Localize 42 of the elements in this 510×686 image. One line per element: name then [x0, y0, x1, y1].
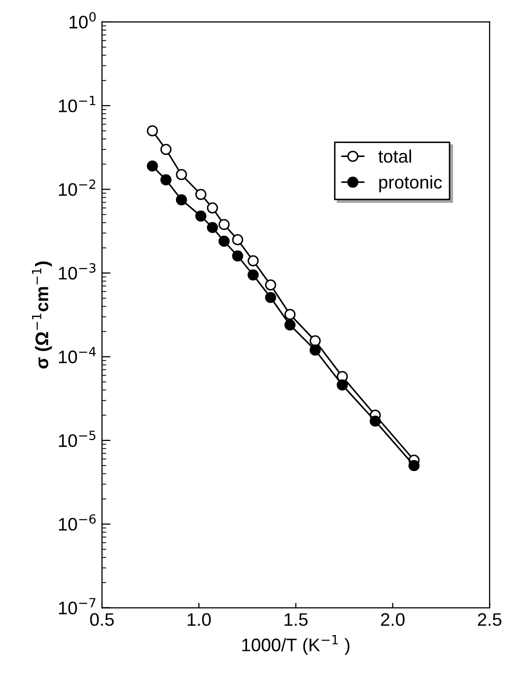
y-axis-title: σ (Ω$^{−1}$cm$^{−1}$) [32, 262, 52, 369]
point [206, 202, 218, 214]
point [176, 169, 188, 180]
x-tick-label: 1.0 [188, 613, 211, 626]
point [146, 125, 158, 136]
y-tick-label: 10$^{−6}$ [58, 514, 96, 531]
point [265, 292, 276, 304]
point [248, 269, 259, 280]
point [160, 144, 172, 155]
x-tick-label: 2.0 [381, 613, 405, 626]
point [408, 460, 420, 472]
point [284, 319, 296, 330]
y-tick-label: 10$^{0}$ [70, 12, 96, 29]
point [146, 160, 158, 172]
point [195, 210, 206, 222]
point [310, 335, 321, 346]
point [248, 255, 259, 266]
point [195, 188, 206, 200]
point [218, 218, 230, 230]
legend-label: protonic [379, 175, 442, 192]
point [160, 174, 172, 186]
y-tick-label: 10$^{−5}$ [58, 430, 96, 448]
point [284, 308, 296, 320]
legend-label: total [378, 150, 412, 163]
x-tick-label: 2.5 [478, 613, 502, 626]
point [310, 344, 321, 356]
point [232, 234, 244, 246]
y-tick-label: 10$^{−1}$ [58, 96, 96, 112]
point [370, 416, 381, 427]
point [206, 222, 218, 234]
x-tick-label: 0.5 [90, 613, 114, 626]
x-tick-label: 1.5 [284, 613, 308, 626]
point [176, 194, 188, 206]
y-tick-label: 10$^{−3}$ [58, 263, 96, 280]
point [218, 236, 230, 247]
point [265, 279, 276, 291]
x-axis-title: 1000/T (K$^{−1}$ ) [242, 635, 350, 655]
y-tick-label: 10$^{−2}$ [58, 179, 96, 196]
y-tick-label: 10$^{−4}$ [58, 347, 96, 364]
point [232, 250, 244, 262]
point [336, 379, 348, 390]
y-tick-label: 10$^{−7}$ [58, 598, 96, 614]
